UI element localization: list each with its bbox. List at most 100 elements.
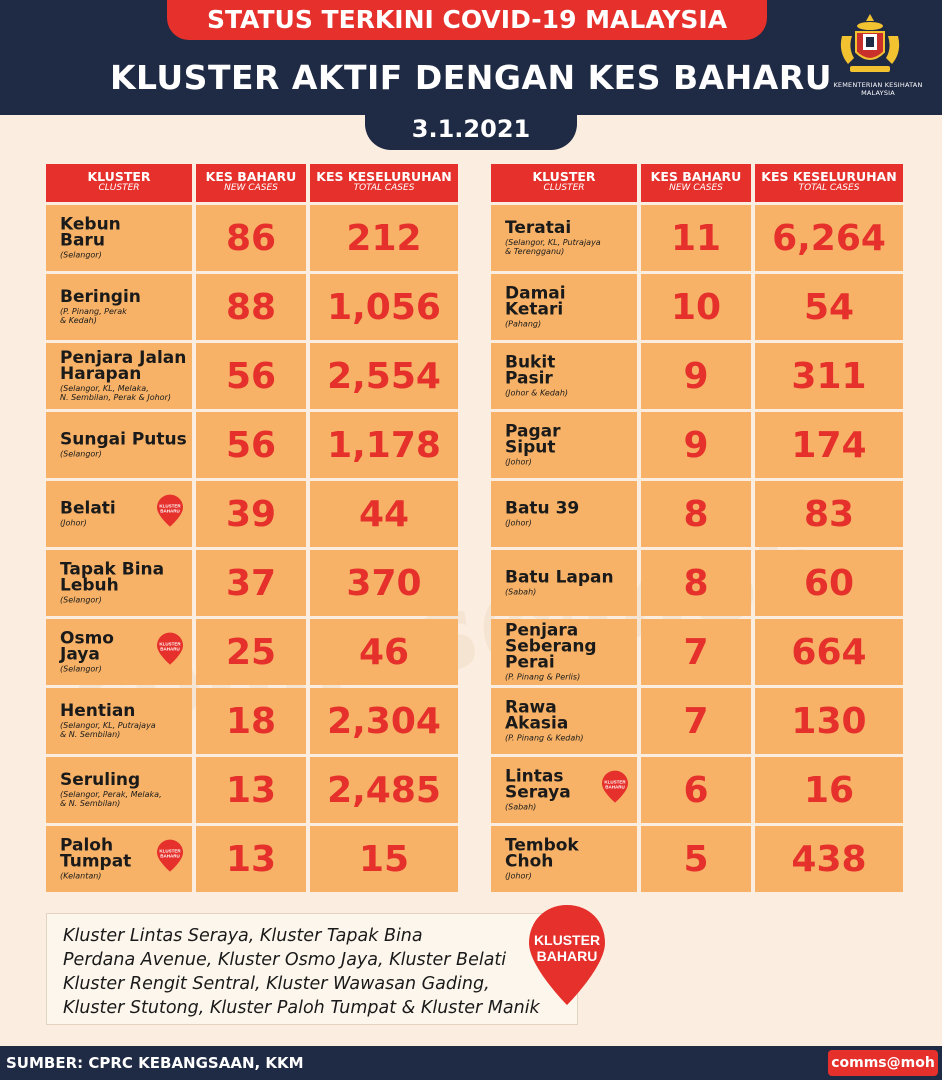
cluster-cell: Sungai Putus (Selangor)	[46, 412, 192, 478]
cluster-cell: Beringin (P. Pinang, Perak & Kedah)	[46, 274, 192, 340]
cluster-states: (Sabah)	[505, 802, 537, 812]
cluster-cell: Batu 39 (Johor)	[491, 481, 637, 547]
new-cases-value: 25	[196, 619, 306, 685]
total-cases-value: 212	[310, 205, 458, 271]
cluster-states: (Selangor, KL, Putrajaya & Terengganu)	[505, 238, 601, 256]
total-cases-value: 664	[755, 619, 903, 685]
svg-text:BAHARU: BAHARU	[160, 647, 180, 652]
total-cases-value: 60	[755, 550, 903, 616]
header-cluster: KLUSTER CLUSTER	[491, 164, 637, 202]
svg-text:KLUSTER: KLUSTER	[159, 642, 181, 647]
new-cases-value: 37	[196, 550, 306, 616]
cluster-states: (Pahang)	[505, 319, 542, 329]
new-cases-value: 56	[196, 343, 306, 409]
new-cases-value: 8	[641, 481, 751, 547]
cluster-name: Hentian	[60, 701, 136, 721]
cluster-cell: Pagar Siput (Johor)	[491, 412, 637, 478]
new-cases-value: 56	[196, 412, 306, 478]
cluster-name: Belati	[60, 498, 116, 519]
cluster-states: (Selangor)	[60, 250, 102, 260]
cluster-name: Osmo Jaya	[60, 628, 114, 665]
svg-text:KLUSTER: KLUSTER	[159, 504, 181, 509]
cluster-states: (Johor)	[505, 518, 532, 528]
cluster-name: Paloh Tumpat	[60, 835, 132, 872]
cluster-cell: Kebun Baru (Selangor)	[46, 205, 192, 271]
new-clusters-note: Kluster Lintas Seraya, Kluster Tapak Bin…	[46, 913, 578, 1025]
cluster-cell: Tembok Choh (Johor)	[491, 826, 637, 892]
total-cases-value: 438	[755, 826, 903, 892]
cluster-states: (P. Pinang & Perlis)	[505, 672, 581, 682]
new-cases-value: 9	[641, 412, 751, 478]
header-bar: STATUS TERKINI COVID-19 MALAYSIA KLUSTER…	[0, 0, 942, 115]
cluster-cell: Bukit Pasir (Johor & Kedah)	[491, 343, 637, 409]
cluster-cell: Teratai (Selangor, KL, Putrajaya & Tereng…	[491, 205, 637, 271]
cluster-name: Penjara Jalan Harapan	[60, 348, 187, 384]
cluster-cell: Penjara Jalan Harapan (Selangor, KL, Mela…	[46, 343, 192, 409]
status-banner: STATUS TERKINI COVID-19 MALAYSIA	[167, 0, 767, 40]
new-cases-value: 6	[641, 757, 751, 823]
total-cases-value: 46	[310, 619, 458, 685]
new-cases-value: 13	[196, 826, 306, 892]
cluster-states: (Johor & Kedah)	[505, 388, 569, 398]
cluster-cell: Paloh Tumpat (Kelantan) KLUSTER BAHARU	[46, 826, 192, 892]
new-cases-value: 88	[196, 274, 306, 340]
cluster-name: Batu 39	[505, 498, 580, 519]
cluster-states: (Selangor)	[60, 595, 102, 605]
svg-text:KLUSTER: KLUSTER	[604, 780, 626, 785]
cluster-states: (Sabah)	[505, 587, 537, 597]
cluster-cell: Rawa Akasia (P. Pinang & Kedah)	[491, 688, 637, 754]
new-cases-value: 11	[641, 205, 751, 271]
footer-bar: SUMBER: CPRC KEBANGSAAN, KKM	[0, 1046, 942, 1080]
cluster-name: Sungai Putus	[60, 429, 187, 450]
new-cluster-badge-icon: KLUSTER BAHARU	[529, 905, 605, 1005]
cluster-cell: Osmo Jaya (Selangor) KLUSTER BAHARU	[46, 619, 192, 685]
report-date: 3.1.2021	[365, 108, 577, 150]
new-cases-value: 10	[641, 274, 751, 340]
badge-line-2: BAHARU	[537, 948, 598, 964]
total-cases-value: 130	[755, 688, 903, 754]
header-new-cases: KES BAHARU NEW CASES	[641, 164, 751, 202]
header-cluster: KLUSTER CLUSTER	[46, 164, 192, 202]
total-cases-value: 2,304	[310, 688, 458, 754]
new-cases-value: 39	[196, 481, 306, 547]
cluster-states: (Johor)	[505, 871, 532, 881]
total-cases-value: 16	[755, 757, 903, 823]
new-cases-value: 5	[641, 826, 751, 892]
cluster-name: Damai Ketari	[505, 283, 566, 320]
new-cases-value: 7	[641, 688, 751, 754]
total-cases-value: 54	[755, 274, 903, 340]
note-text: Kluster Lintas Seraya, Kluster Tapak Bin…	[63, 926, 540, 1018]
total-cases-value: 174	[755, 412, 903, 478]
cluster-name: Kebun Baru	[60, 214, 121, 251]
cluster-cell: Tapak Bina Lebuh (Selangor)	[46, 550, 192, 616]
new-cases-value: 18	[196, 688, 306, 754]
header-total-cases: KES KESELURUHAN TOTAL CASES	[310, 164, 458, 202]
svg-text:BAHARU: BAHARU	[605, 785, 625, 790]
cluster-name: Lintas Seraya	[505, 766, 571, 803]
cluster-name: Penjara Seberang Perai	[505, 620, 597, 673]
cluster-name: Tembok Choh	[505, 835, 579, 872]
cluster-states: (Selangor)	[60, 449, 102, 459]
cluster-name: Batu Lapan	[505, 567, 614, 588]
total-cases-value: 311	[755, 343, 903, 409]
cluster-states: (Kelantan)	[60, 871, 102, 881]
cluster-name: Seruling	[60, 770, 141, 790]
cluster-states: (Selangor, KL, Melaka, N. Sembilan, Pera…	[60, 384, 171, 402]
cluster-states: (Selangor, Perak, Melaka, & N. Sembilan)	[60, 790, 162, 808]
cluster-name: Pagar Siput	[505, 421, 561, 458]
total-cases-value: 44	[310, 481, 458, 547]
cluster-name: Beringin	[60, 287, 141, 307]
total-cases-value: 1,056	[310, 274, 458, 340]
cluster-states: (P. Pinang, Perak & Kedah)	[60, 307, 127, 325]
cluster-cell: Damai Ketari (Pahang)	[491, 274, 637, 340]
cluster-states: (P. Pinang & Kedah)	[505, 733, 584, 743]
brand-badge: comms@moh	[828, 1050, 938, 1076]
total-cases-value: 83	[755, 481, 903, 547]
page-title: KLUSTER AKTIF DENGAN KES BAHARU	[109, 58, 833, 97]
cluster-name: Teratai	[505, 218, 572, 238]
cluster-name: Rawa Akasia	[505, 697, 569, 734]
